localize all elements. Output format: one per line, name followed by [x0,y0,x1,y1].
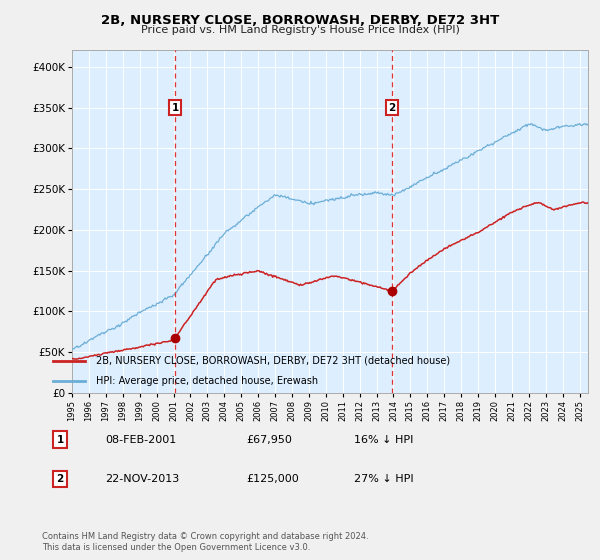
Text: £67,950: £67,950 [246,435,292,445]
Text: Price paid vs. HM Land Registry's House Price Index (HPI): Price paid vs. HM Land Registry's House … [140,25,460,35]
Text: HPI: Average price, detached house, Erewash: HPI: Average price, detached house, Erew… [95,376,317,386]
Text: 2B, NURSERY CLOSE, BORROWASH, DERBY, DE72 3HT (detached house): 2B, NURSERY CLOSE, BORROWASH, DERBY, DE7… [95,356,449,366]
Text: £125,000: £125,000 [246,474,299,484]
Text: 2: 2 [388,102,395,113]
Text: 27% ↓ HPI: 27% ↓ HPI [354,474,413,484]
Text: 22-NOV-2013: 22-NOV-2013 [105,474,179,484]
Text: 1: 1 [172,102,179,113]
Text: 2: 2 [56,474,64,484]
Text: Contains HM Land Registry data © Crown copyright and database right 2024.
This d: Contains HM Land Registry data © Crown c… [42,532,368,552]
Text: 16% ↓ HPI: 16% ↓ HPI [354,435,413,445]
Text: 2B, NURSERY CLOSE, BORROWASH, DERBY, DE72 3HT: 2B, NURSERY CLOSE, BORROWASH, DERBY, DE7… [101,14,499,27]
Text: 08-FEB-2001: 08-FEB-2001 [105,435,176,445]
Text: 1: 1 [56,435,64,445]
